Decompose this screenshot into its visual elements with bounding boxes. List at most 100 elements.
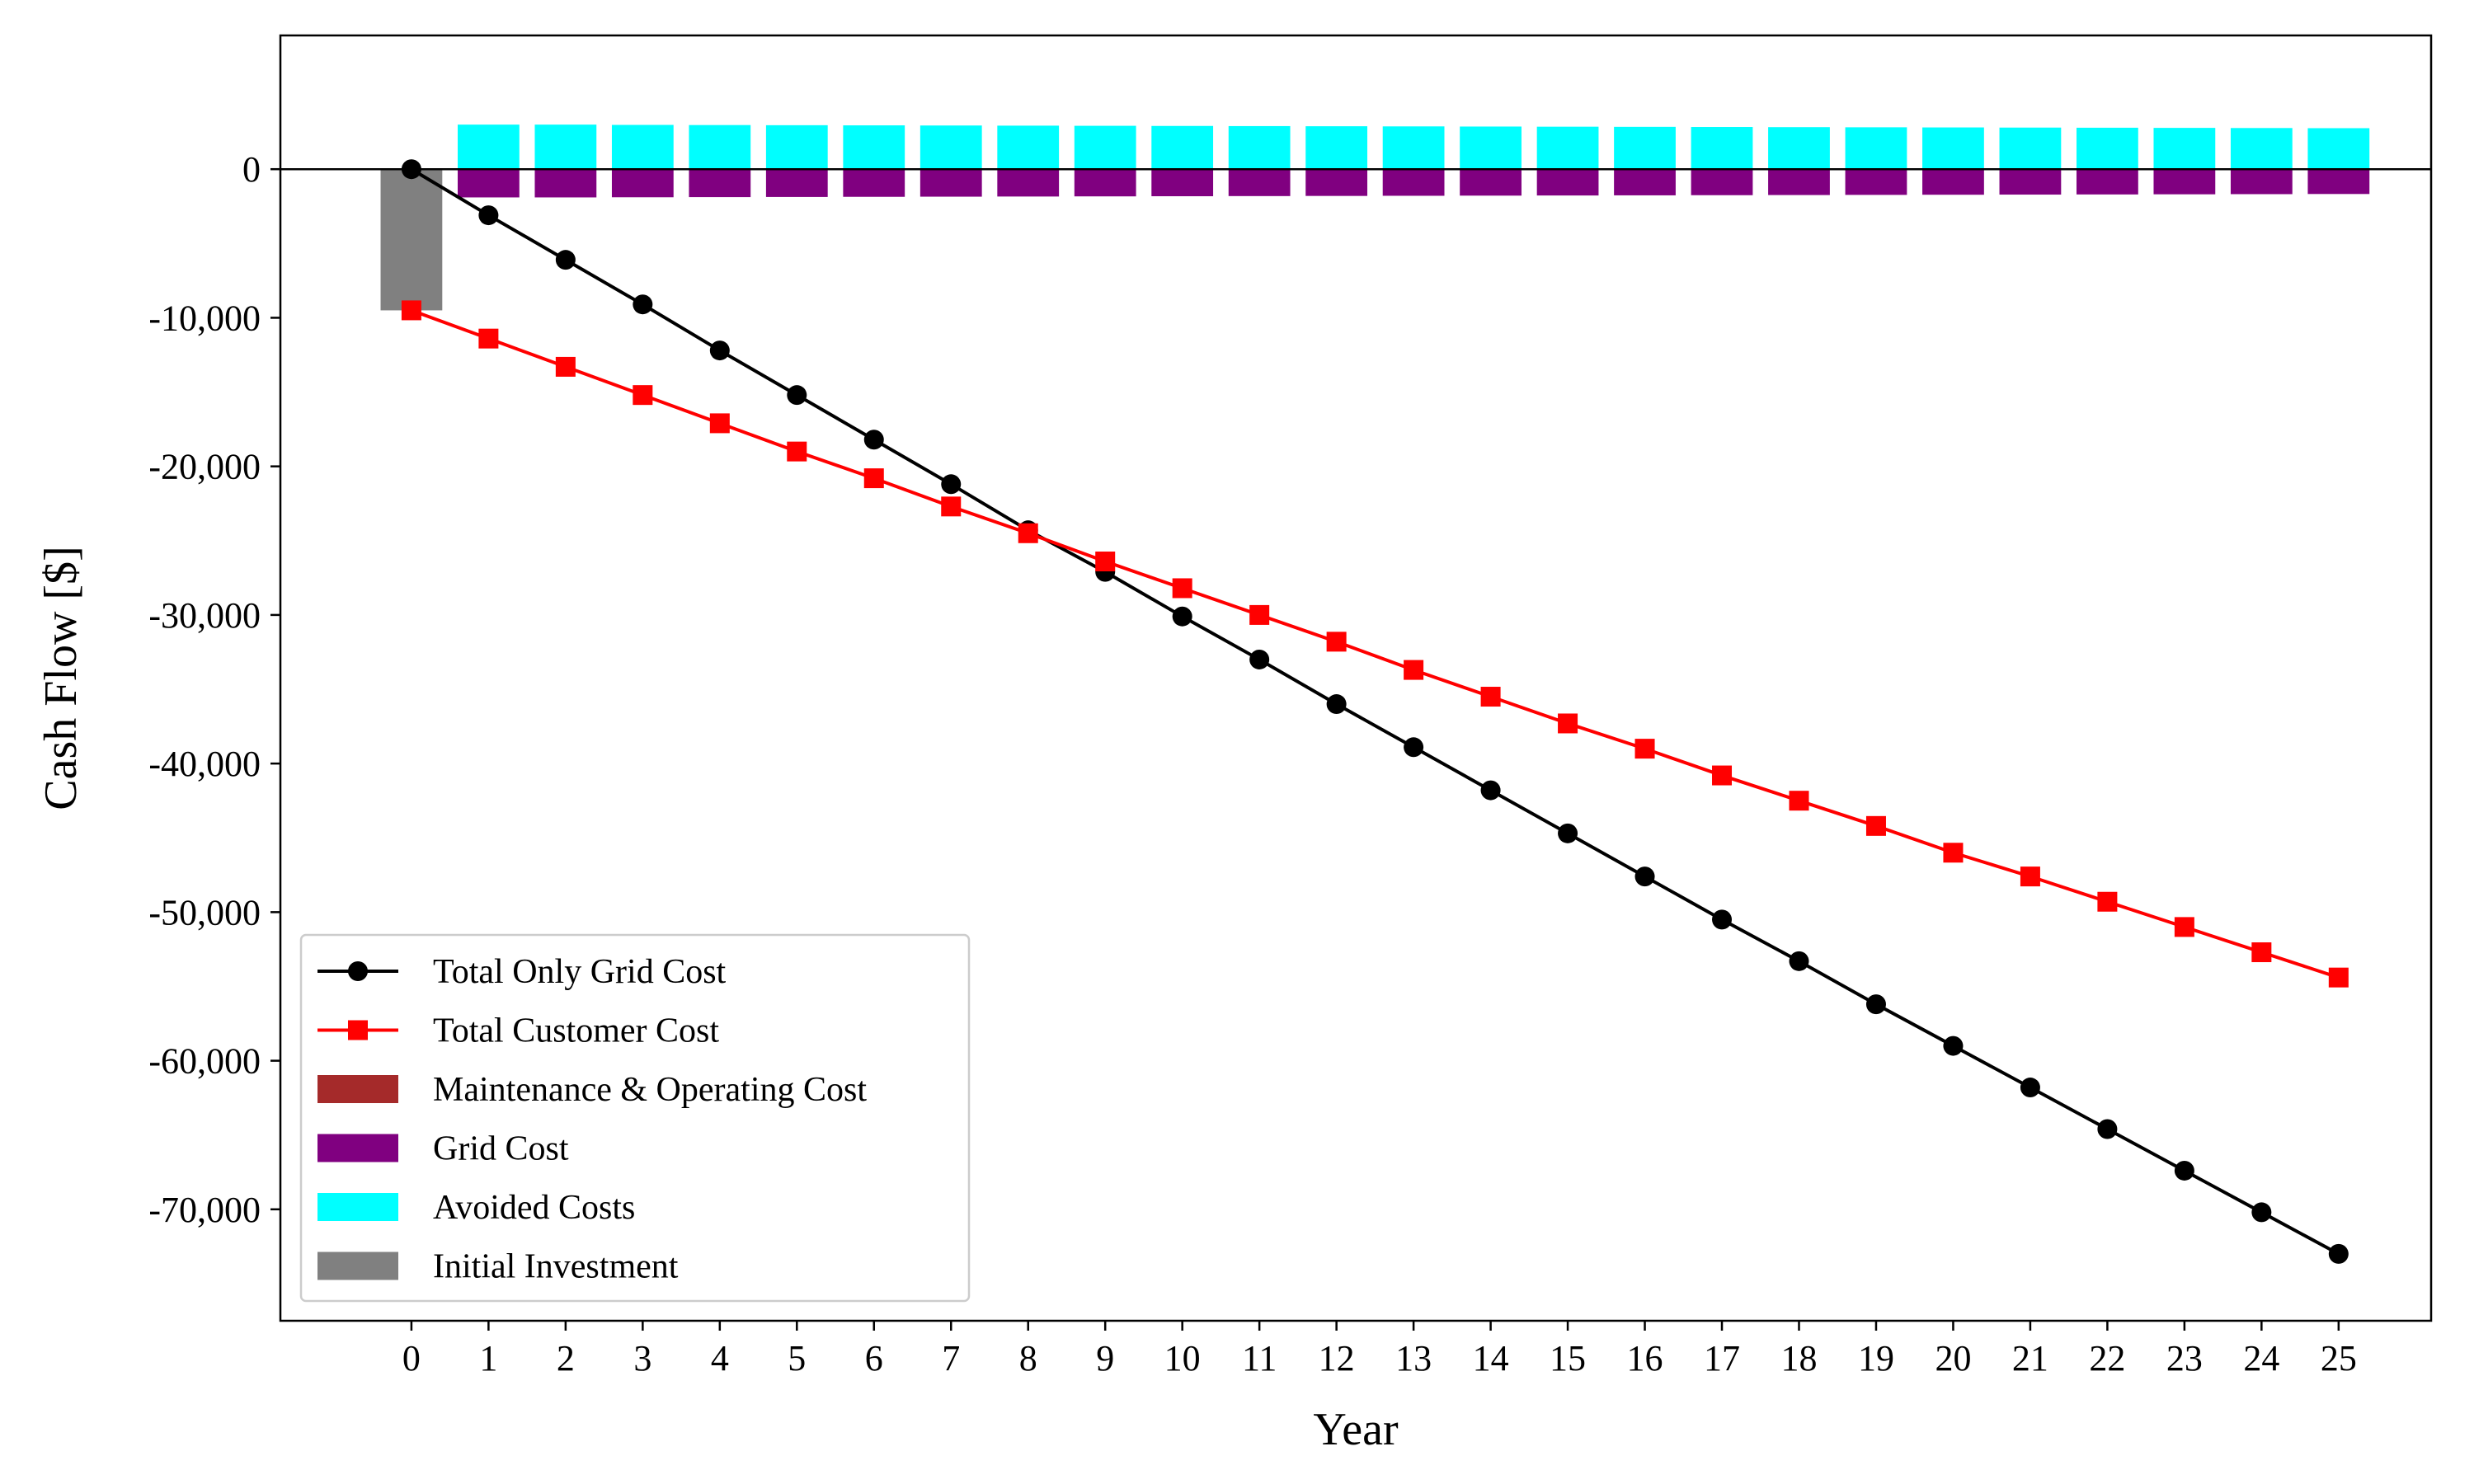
total-only-grid-cost-point	[2020, 1078, 2040, 1098]
plot-area-frame	[279, 34, 2433, 1322]
grid-cost-bar	[611, 169, 674, 198]
avoided-costs-bar	[1768, 127, 1830, 170]
x-tick-label: 18	[1780, 1338, 1817, 1378]
grid-cost-bar	[1691, 169, 1753, 195]
grid-cost-bar	[1074, 169, 1136, 197]
total-customer-cost-point	[709, 413, 730, 434]
grid-cost-bar	[843, 169, 905, 197]
avoided-costs-bar	[1614, 126, 1676, 170]
x-tick-label: 7	[942, 1338, 960, 1378]
avoided-costs-bar	[1845, 127, 1907, 170]
total-only-grid-cost-point	[1326, 694, 1347, 715]
y-tick-label: -60,000	[148, 1041, 261, 1082]
y-axis-label: Cash Flow [$]	[35, 546, 87, 810]
legend-label-total-only-grid-cost: Total Only Grid Cost	[433, 953, 727, 991]
total-customer-cost-point	[1943, 843, 1964, 863]
total-customer-cost-point	[1018, 523, 1038, 543]
avoided-costs-bar	[2230, 128, 2293, 170]
total-customer-cost-point	[941, 496, 962, 517]
total-customer-cost-point	[478, 328, 499, 349]
x-tick-label: 2	[557, 1338, 575, 1378]
grid-cost-bar	[534, 169, 597, 198]
total-customer-cost-point	[555, 356, 576, 377]
legend-swatch-grid-cost	[317, 1134, 398, 1162]
avoided-costs-bar	[997, 125, 1060, 170]
x-axis: 0 1 2 3 4 5 6 7 8 9 10 11 12 13 14 15 16 17 18 19 20 21 22 23 24…	[402, 1321, 2357, 1378]
total-customer-cost-point	[1634, 739, 1655, 759]
x-tick-label: 11	[1242, 1338, 1277, 1378]
y-tick-label: -40,000	[148, 744, 261, 784]
legend-marker-total-only-grid-cost	[348, 961, 368, 981]
avoided-costs-bar	[534, 124, 597, 170]
x-tick-label: 22	[2089, 1338, 2125, 1378]
total-only-grid-cost-point	[1558, 823, 1578, 843]
total-customer-cost-point	[1865, 815, 1886, 836]
legend-box	[299, 933, 971, 1303]
total-only-grid-cost-point	[2174, 1160, 2194, 1181]
grid-cost-bar	[997, 169, 1060, 197]
x-tick-label: 16	[1627, 1338, 1663, 1378]
total-only-grid-cost-point	[941, 474, 962, 495]
x-tick-label: 12	[1319, 1338, 1355, 1378]
x-tick-label: 20	[1935, 1338, 1971, 1378]
grid-cost-bar	[2077, 169, 2138, 195]
total-customer-cost-point	[2328, 967, 2349, 988]
grid-cost-bar	[2307, 169, 2370, 195]
line-layer	[401, 159, 2349, 1264]
avoided-costs-bar	[1460, 126, 1522, 170]
x-tick-label: 5	[788, 1338, 806, 1378]
legend-label-grid-cost: Grid Cost	[433, 1130, 569, 1168]
avoided-costs-bar	[2153, 128, 2216, 170]
total-only-grid-cost-point	[401, 159, 421, 180]
grid-cost-bar	[1382, 169, 1445, 196]
total-only-grid-cost-point	[1712, 909, 1733, 930]
y-tick-label: -30,000	[148, 595, 261, 636]
total-customer-cost-point	[787, 441, 807, 462]
avoided-costs-bar	[1228, 125, 1291, 170]
avoided-costs-bar	[920, 125, 982, 170]
legend-label-avoided-costs: Avoided Costs	[433, 1189, 635, 1227]
legend-label-total-customer-cost: Total Customer Cost	[433, 1012, 719, 1050]
x-tick-label: 8	[1019, 1338, 1037, 1378]
total-only-grid-cost-point	[1480, 780, 1501, 801]
total-customer-cost-point	[1712, 765, 1733, 786]
avoided-costs-bar	[2307, 128, 2370, 170]
avoided-costs-bar	[2077, 127, 2138, 170]
legend-swatch-initial-investment	[317, 1252, 398, 1280]
x-tick-label: 9	[1096, 1338, 1114, 1378]
total-only-grid-cost-point	[709, 340, 730, 361]
grid-cost-bar	[1999, 169, 2062, 195]
avoided-costs-bar	[1922, 127, 1984, 170]
bar-layer	[380, 124, 2370, 311]
total-customer-cost-point	[1558, 713, 1578, 734]
total-only-grid-cost-point	[478, 205, 499, 226]
x-tick-label: 4	[711, 1338, 729, 1378]
grid-cost-bar	[689, 169, 751, 198]
avoided-costs-bar	[1999, 127, 2062, 170]
y-axis: 0 -10,000 -20,000 -30,000 -40,000 -50,000 -60,…	[148, 149, 280, 1230]
x-axis-label: Year	[1313, 1404, 1399, 1455]
total-only-grid-cost-point	[1404, 737, 1424, 758]
avoided-costs-bar	[1074, 125, 1136, 170]
total-only-grid-cost-point	[1789, 951, 1809, 971]
avoided-costs-bar	[1536, 126, 1599, 170]
avoided-costs-bar	[1691, 127, 1753, 170]
total-customer-cost-point	[1095, 552, 1116, 572]
grid-cost-bar	[1460, 169, 1522, 196]
initial-investment-bar	[380, 169, 443, 311]
grid-cost-bar	[765, 169, 828, 197]
total-only-grid-cost-point	[2097, 1119, 2118, 1139]
x-tick-label: 0	[402, 1338, 421, 1378]
total-only-grid-cost-point	[787, 385, 807, 406]
avoided-costs-bar	[1151, 125, 1214, 170]
grid-cost-bar	[1768, 169, 1830, 195]
total-customer-cost-point	[2174, 917, 2194, 937]
legend-label-initial-investment: Initial Investment	[433, 1248, 679, 1286]
total-customer-cost-point	[1326, 632, 1347, 652]
total-only-grid-cost-point	[1249, 649, 1270, 669]
total-only-grid-cost-point	[633, 294, 653, 315]
total-customer-cost-point	[633, 385, 653, 406]
total-customer-cost-point	[2020, 866, 2040, 887]
total-customer-cost-point	[1249, 604, 1270, 625]
total-customer-cost-point	[2251, 942, 2272, 963]
